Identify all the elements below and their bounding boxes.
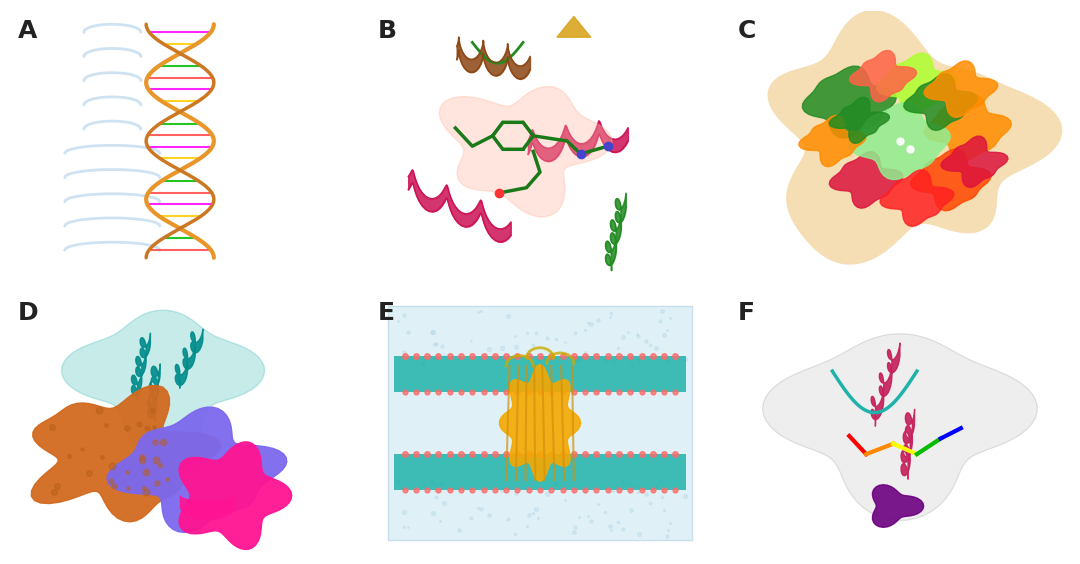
Polygon shape — [62, 310, 265, 456]
Polygon shape — [924, 95, 1011, 161]
Polygon shape — [877, 53, 957, 115]
Polygon shape — [440, 86, 612, 217]
Polygon shape — [829, 152, 903, 208]
Polygon shape — [799, 116, 866, 167]
Polygon shape — [500, 365, 581, 481]
Polygon shape — [941, 136, 1008, 187]
Polygon shape — [904, 74, 977, 130]
Text: A: A — [17, 19, 37, 43]
Polygon shape — [850, 51, 917, 102]
Polygon shape — [850, 103, 950, 179]
Polygon shape — [880, 170, 954, 226]
Polygon shape — [873, 484, 923, 527]
Polygon shape — [768, 11, 1062, 264]
Text: D: D — [17, 301, 38, 325]
Polygon shape — [557, 16, 591, 37]
Polygon shape — [107, 407, 287, 532]
Bar — [394, 454, 686, 491]
Text: F: F — [738, 301, 755, 325]
Bar — [394, 355, 686, 392]
Polygon shape — [762, 334, 1037, 521]
Polygon shape — [31, 385, 220, 522]
Text: C: C — [738, 19, 756, 43]
Polygon shape — [924, 61, 998, 117]
Polygon shape — [802, 66, 896, 138]
Polygon shape — [910, 149, 991, 211]
Polygon shape — [829, 97, 890, 143]
Text: E: E — [378, 301, 394, 325]
Polygon shape — [179, 442, 292, 549]
Text: B: B — [378, 19, 396, 43]
